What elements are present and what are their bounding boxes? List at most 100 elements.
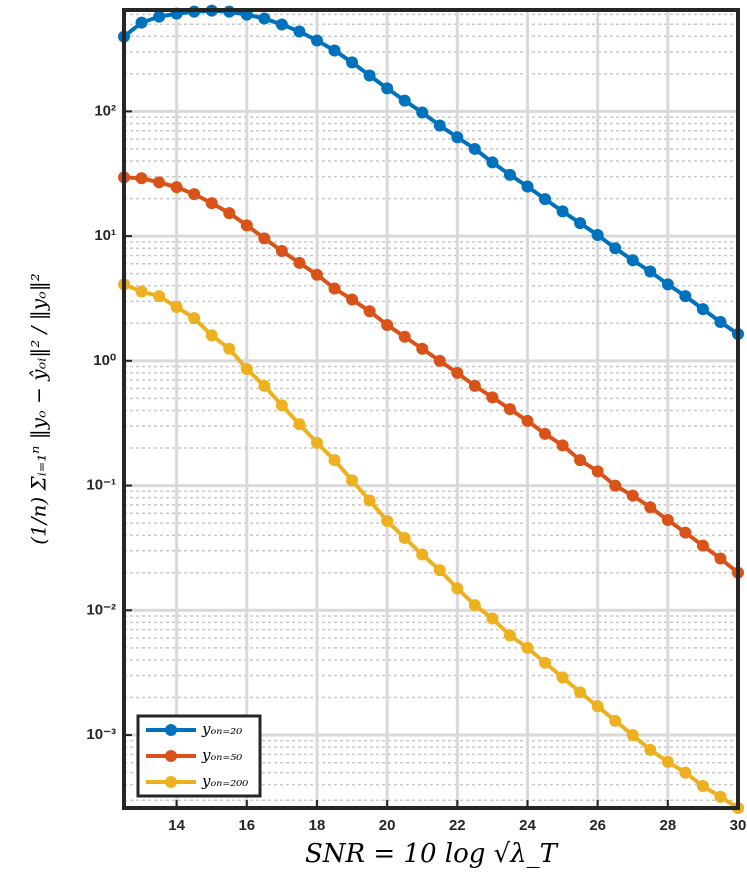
marker <box>153 10 166 23</box>
marker <box>503 403 516 416</box>
marker <box>574 686 587 699</box>
marker <box>433 119 446 132</box>
marker <box>714 315 727 328</box>
marker <box>574 454 587 467</box>
marker <box>486 156 499 169</box>
marker <box>521 641 534 654</box>
marker <box>679 766 692 779</box>
marker <box>328 454 341 467</box>
x-tick-label: 20 <box>379 817 396 834</box>
marker <box>626 729 639 742</box>
x-tick-label: 14 <box>168 817 185 834</box>
marker <box>556 205 569 218</box>
marker <box>468 379 481 392</box>
marker <box>556 671 569 684</box>
x-tick-label: 16 <box>238 817 255 834</box>
marker <box>223 342 236 355</box>
legend-label: yₒₙ₌₅₀ <box>201 746 242 764</box>
marker <box>714 552 727 565</box>
marker <box>451 131 464 144</box>
marker <box>644 501 657 514</box>
marker <box>381 82 394 95</box>
y-tick-label: 10⁻³ <box>86 726 116 743</box>
marker <box>258 232 271 245</box>
marker <box>275 18 288 31</box>
marker <box>416 106 429 119</box>
marker <box>539 193 552 206</box>
marker <box>451 366 464 379</box>
y-tick-label: 10⁻² <box>86 601 116 618</box>
marker <box>609 242 622 255</box>
legend-marker <box>165 750 177 762</box>
marker <box>153 290 166 303</box>
legend-marker <box>165 776 177 788</box>
marker <box>503 629 516 642</box>
marker <box>696 303 709 316</box>
marker <box>346 293 359 306</box>
marker <box>310 268 323 281</box>
x-tick-label: 22 <box>449 817 466 834</box>
marker <box>521 180 534 193</box>
marker <box>539 656 552 669</box>
marker <box>310 34 323 47</box>
marker <box>661 755 674 768</box>
marker <box>258 379 271 392</box>
marker <box>591 465 604 478</box>
marker <box>591 229 604 242</box>
marker <box>416 548 429 561</box>
marker <box>433 564 446 577</box>
marker <box>310 436 323 449</box>
marker <box>153 176 166 189</box>
marker <box>293 418 306 431</box>
marker <box>328 44 341 57</box>
marker <box>626 489 639 502</box>
legend-label: yₒₙ₌₂₀₀ <box>201 772 248 790</box>
marker <box>679 526 692 539</box>
marker <box>661 513 674 526</box>
marker <box>346 56 359 69</box>
marker <box>381 318 394 331</box>
marker <box>170 301 183 314</box>
marker <box>591 700 604 713</box>
marker <box>170 181 183 194</box>
marker <box>433 354 446 367</box>
marker <box>346 474 359 487</box>
marker <box>626 254 639 267</box>
marker <box>275 399 288 412</box>
marker <box>293 25 306 38</box>
marker <box>416 342 429 355</box>
marker <box>398 330 411 343</box>
legend-label: yₒₙ₌₂₀ <box>201 720 242 738</box>
marker <box>363 305 376 318</box>
marker <box>661 278 674 291</box>
marker <box>275 244 288 257</box>
x-tick-label: 30 <box>730 817 747 834</box>
marker <box>205 197 218 210</box>
marker <box>328 282 341 295</box>
marker <box>486 391 499 404</box>
marker <box>135 16 148 29</box>
plot-area <box>124 10 738 808</box>
y-tick-label: 10⁰ <box>93 352 116 369</box>
marker <box>398 531 411 544</box>
marker <box>240 363 253 376</box>
marker <box>714 790 727 803</box>
x-axis-label: SNR = 10 log √λ_T <box>305 839 559 869</box>
marker <box>240 219 253 232</box>
marker <box>188 188 201 201</box>
x-tick-label: 24 <box>519 817 536 834</box>
marker <box>188 312 201 325</box>
axes-box <box>122 8 740 810</box>
marker <box>363 69 376 82</box>
y-tick-label: 10⁻¹ <box>86 477 116 494</box>
y-tick-label: 10² <box>94 102 116 119</box>
marker <box>696 780 709 793</box>
marker <box>521 414 534 427</box>
marker <box>451 582 464 595</box>
marker <box>556 439 569 452</box>
y-axis-label: (1/n) Σᵢ₌₁ⁿ ‖yₒ − ŷₒᵢ‖² / ‖yₒ‖² <box>27 273 52 545</box>
marker <box>205 329 218 342</box>
marker <box>644 743 657 756</box>
marker <box>363 494 376 507</box>
